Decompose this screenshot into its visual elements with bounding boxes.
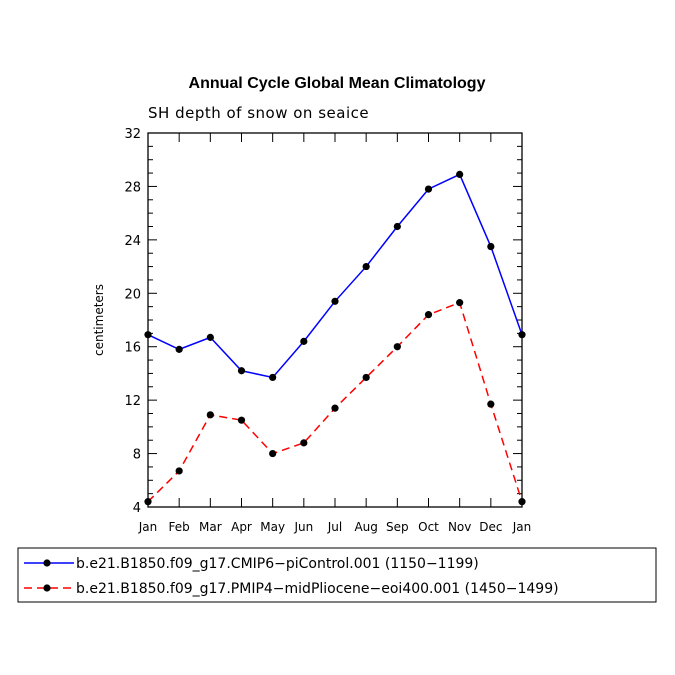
- data-point: [487, 242, 495, 251]
- data-point: [206, 411, 214, 419]
- chart-subtitle: SH depth of snow on seaice: [148, 104, 369, 122]
- data-point: [269, 373, 277, 382]
- data-point: [144, 331, 152, 339]
- x-tick-label: Jun: [293, 520, 313, 534]
- data-point: [300, 337, 308, 345]
- x-tick-label: Jan: [138, 520, 158, 534]
- y-tick-label: 8: [133, 448, 141, 463]
- y-tick-label: 28: [124, 180, 141, 195]
- series-line: [147, 173, 523, 379]
- data-point: [362, 373, 370, 382]
- legend-label: b.e21.B1850.f09_g17.PMIP4−midPliocene−eo…: [76, 581, 559, 597]
- data-point: [237, 416, 246, 424]
- legend-label: b.e21.B1850.f09_g17.CMIP6−piControl.001 …: [76, 556, 479, 572]
- data-point: [487, 400, 495, 408]
- series-layer: [144, 170, 526, 506]
- data-point: [206, 333, 214, 341]
- chart-title: Annual Cycle Global Mean Climatology: [189, 75, 486, 92]
- legend-marker: [43, 559, 51, 567]
- data-point: [393, 222, 401, 231]
- data-point: [175, 467, 183, 475]
- x-tick-label: Dec: [479, 520, 502, 534]
- data-point: [300, 439, 308, 447]
- legend-box: [17, 547, 657, 603]
- legend-item: b.e21.B1850.f09_g17.PMIP4−midPliocene−eo…: [24, 581, 559, 597]
- data-point: [456, 299, 464, 307]
- y-tick-label: 20: [124, 287, 141, 302]
- legend-marker: [43, 584, 51, 592]
- y-tick-label: 12: [124, 394, 141, 409]
- data-point: [424, 311, 433, 319]
- x-tick-label: Sep: [386, 520, 409, 534]
- data-point: [175, 345, 183, 353]
- data-point: [144, 498, 152, 506]
- data-point: [393, 343, 401, 351]
- x-tick-label: Apr: [231, 520, 252, 534]
- data-point: [456, 170, 464, 179]
- series-0: [144, 170, 526, 382]
- data-point: [424, 185, 433, 193]
- data-point: [331, 404, 339, 412]
- series-line: [147, 301, 523, 503]
- legend: b.e21.B1850.f09_g17.CMIP6−piControl.001 …: [17, 547, 657, 603]
- data-point: [518, 331, 526, 339]
- x-tick-label: Jul: [327, 520, 342, 534]
- data-point: [362, 262, 370, 271]
- data-point: [331, 297, 339, 305]
- x-tick-label: May: [260, 520, 285, 534]
- x-tick-label: Nov: [448, 520, 471, 534]
- data-point: [518, 498, 526, 506]
- y-tick-label: 24: [124, 234, 141, 249]
- data-point: [269, 449, 277, 458]
- y-tick-label: 16: [124, 341, 141, 356]
- x-tick-label: Mar: [199, 520, 222, 534]
- series-1: [144, 299, 526, 506]
- legend-item: b.e21.B1850.f09_g17.CMIP6−piControl.001 …: [24, 556, 479, 572]
- x-tick-label: Feb: [169, 520, 190, 534]
- x-tick-label: Jan: [512, 520, 532, 534]
- x-tick-label: Aug: [354, 520, 377, 534]
- y-tick-label: 4: [133, 501, 141, 516]
- data-point: [237, 367, 246, 375]
- y-axis-label: centimeters: [92, 284, 106, 356]
- y-tick-label: 32: [124, 127, 141, 142]
- plot-axes: 4 8 12 16 20 24 28 32 Jan Feb Mar Apr May Jun Jul Aug Se…: [124, 127, 531, 534]
- x-tick-label: Oct: [418, 520, 439, 534]
